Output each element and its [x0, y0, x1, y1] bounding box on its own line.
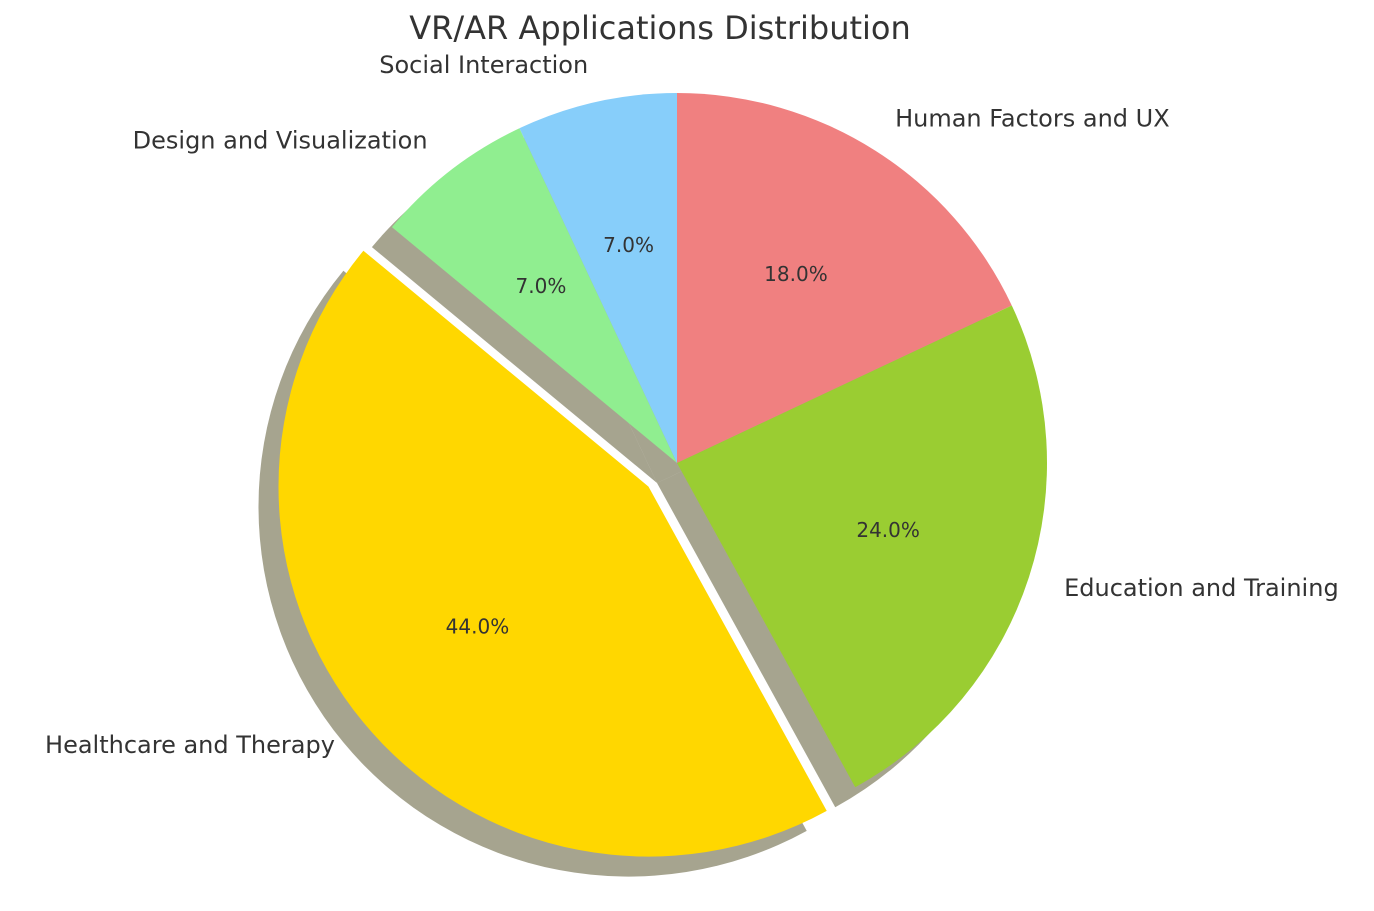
percent-label: 7.0%	[603, 233, 654, 257]
wedge	[677, 93, 1012, 463]
slice-label: Human Factors and UX	[895, 104, 1170, 132]
wedge	[519, 93, 677, 463]
slice-label: Social Interaction	[379, 51, 588, 79]
wedge	[677, 305, 1047, 788]
percent-label: 44.0%	[446, 615, 510, 639]
percent-label: 24.0%	[856, 518, 920, 542]
slice-label: Education and Training	[1064, 574, 1339, 602]
wedge	[391, 128, 677, 463]
percent-label: 18.0%	[764, 262, 828, 286]
chart-title: VR/AR Applications Distribution	[409, 9, 911, 47]
slice-label: Design and Visualization	[133, 126, 428, 154]
percent-label: 7.0%	[516, 274, 567, 298]
slice-label: Healthcare and Therapy	[45, 731, 335, 759]
wedge	[278, 250, 827, 857]
